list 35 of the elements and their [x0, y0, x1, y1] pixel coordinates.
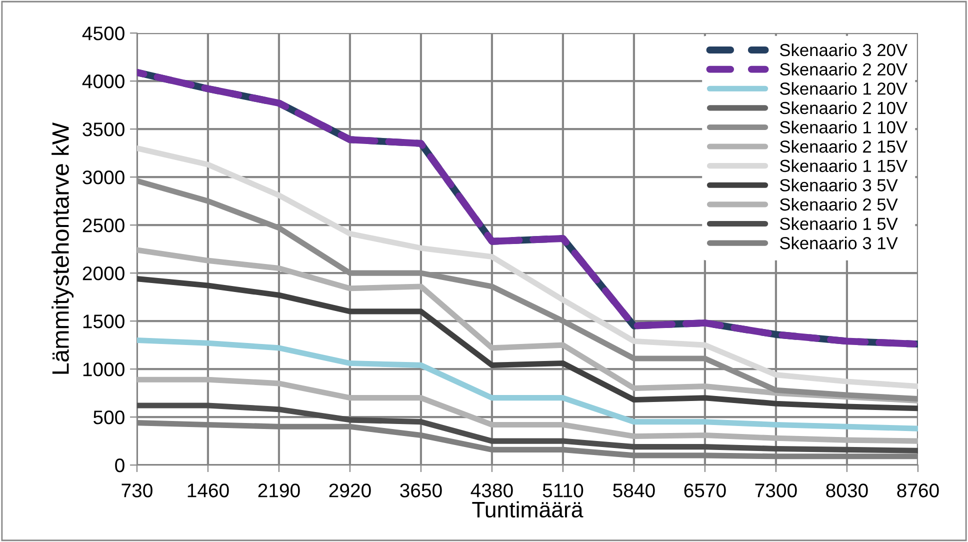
x-tick-label: 7300 [755, 484, 797, 498]
x-tick-label: 4380 [470, 484, 513, 498]
x-tick-label: 5840 [613, 484, 655, 498]
legend-label: Skenaario 2 10V [780, 101, 908, 114]
x-tick-label: 2190 [258, 484, 300, 498]
y-axis-title: Lämmitystehontarve kW [52, 122, 74, 374]
y-tick-label: 3000 [82, 170, 124, 184]
x-tick-label: 5110 [542, 484, 584, 498]
x-tick-label: 730 [122, 484, 152, 498]
y-tick-label: 2000 [82, 266, 124, 280]
legend-label: Skenaario 3 1V [780, 236, 898, 250]
legend-label: Skenaario 3 20V [780, 43, 908, 56]
x-tick-label: 8030 [826, 484, 868, 498]
y-tick-label: 1000 [83, 362, 124, 376]
x-axis-title: Tuntimäärä [472, 501, 584, 518]
x-tick-label: 3650 [400, 484, 442, 498]
legend-label: Skenaario 2 15V [780, 140, 908, 153]
x-tick-label: 8760 [897, 484, 939, 498]
y-tick-label: 0 [115, 458, 124, 472]
legend-label: Skenaario 1 20V [780, 82, 908, 95]
x-tick-label: 6570 [684, 484, 726, 498]
y-tick-label: 2500 [82, 218, 124, 232]
legend-label: Skenaario 1 5V [780, 217, 898, 230]
x-tick-label: 2920 [329, 484, 371, 498]
y-tick-label: 4500 [82, 26, 124, 40]
legend-label: Skenaario 2 20V [780, 62, 908, 76]
legend-label: Skenaario 1 10V [780, 120, 908, 134]
y-tick-label: 4000 [82, 74, 124, 88]
x-tick-label: 1460 [188, 484, 229, 498]
y-tick-label: 1500 [83, 314, 124, 328]
legend-label: Skenaario 2 5V [780, 198, 898, 211]
y-tick-label: 3500 [82, 122, 124, 136]
legend-label: Skenaario 1 15V [780, 159, 908, 172]
y-tick-label: 500 [94, 410, 124, 424]
legend-label: Skenaario 3 5V [780, 178, 898, 192]
